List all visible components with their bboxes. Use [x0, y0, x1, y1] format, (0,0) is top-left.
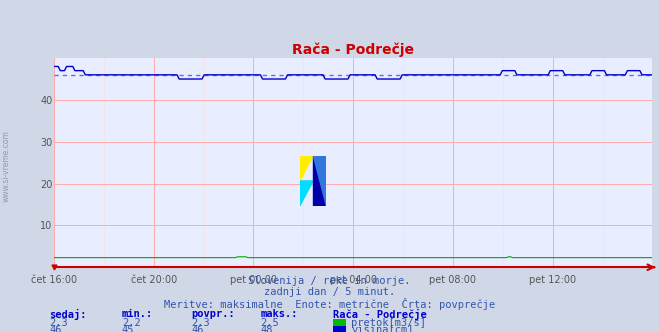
Text: 2,2: 2,2 [122, 318, 140, 328]
Text: zadnji dan / 5 minut.: zadnji dan / 5 minut. [264, 287, 395, 297]
Polygon shape [313, 156, 326, 206]
Text: pretok[m3/s]: pretok[m3/s] [351, 318, 426, 328]
Polygon shape [313, 156, 326, 206]
Title: Rača - Podrečje: Rača - Podrečje [292, 42, 415, 57]
Text: 2,3: 2,3 [191, 318, 210, 328]
Text: www.si-vreme.com: www.si-vreme.com [2, 130, 11, 202]
Text: 45: 45 [122, 325, 134, 332]
Text: Meritve: maksimalne  Enote: metrične  Črta: povprečje: Meritve: maksimalne Enote: metrične Črta… [164, 298, 495, 310]
Text: 46: 46 [49, 325, 62, 332]
Text: povpr.:: povpr.: [191, 309, 235, 319]
Text: sedaj:: sedaj: [49, 309, 87, 320]
Text: maks.:: maks.: [260, 309, 298, 319]
Text: min.:: min.: [122, 309, 153, 319]
Polygon shape [300, 181, 313, 206]
Text: Rača - Podrečje: Rača - Podrečje [333, 309, 426, 320]
Text: 2,3: 2,3 [49, 318, 68, 328]
Text: 48: 48 [260, 325, 273, 332]
Text: Slovenija / reke in morje.: Slovenija / reke in morje. [248, 276, 411, 286]
Text: višina[cm]: višina[cm] [351, 324, 414, 332]
Text: 46: 46 [191, 325, 204, 332]
Polygon shape [300, 156, 313, 181]
Text: 2,5: 2,5 [260, 318, 279, 328]
